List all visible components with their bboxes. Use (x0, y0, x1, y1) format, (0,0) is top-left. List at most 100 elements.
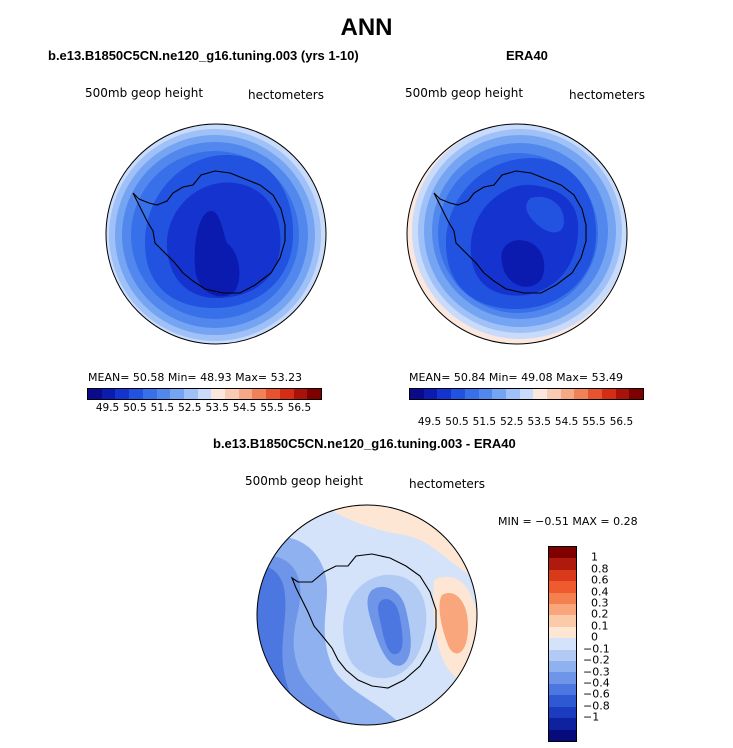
right-map-border (406, 123, 628, 345)
colorbar-swatch (464, 389, 479, 399)
diff-colorbar-labels: 1 0.8 0.6 0.4 0.3 0.2 0.1 0 −0.1 −0.2 −0.3 −0.4 −0.6… (583, 546, 643, 740)
colorbar-label: −1 (583, 710, 600, 724)
colorbar-swatch (547, 389, 561, 399)
colorbar-label: 51.5 (150, 402, 175, 414)
colorbar-label: 49.5 (417, 416, 442, 428)
left-colorbar-labels: 49.5 50.5 51.5 52.5 53.5 54.5 55.5 56.5 (87, 402, 320, 416)
diff-polar-map (256, 504, 478, 726)
colorbar-label: 49.5 (95, 402, 120, 414)
colorbar-swatch (451, 389, 465, 399)
colorbar-swatch (156, 389, 171, 399)
right-variable-label: 500mb geop height (405, 86, 524, 100)
colorbar-label: 53.5 (527, 416, 551, 428)
colorbar-swatch (549, 649, 576, 662)
colorbar-swatch (211, 389, 226, 399)
colorbar-swatch (478, 389, 493, 399)
colorbar-label: 52.5 (178, 402, 202, 414)
colorbar-swatch (197, 389, 212, 399)
colorbar-swatch (101, 389, 116, 399)
colorbar-label: 56.5 (287, 402, 312, 414)
colorbar-label: 0.2 (591, 607, 609, 621)
diff-colorbar (548, 546, 577, 742)
colorbar-swatch (549, 672, 576, 684)
colorbar-swatch (183, 389, 198, 399)
colorbar-label: 50.5 (123, 402, 147, 414)
right-contour-band (526, 196, 564, 233)
colorbar-swatch (549, 683, 576, 696)
diff-variable-label: 500mb geop height (245, 474, 364, 488)
colorbar-swatch (225, 389, 239, 399)
colorbar-swatch (574, 389, 589, 399)
colorbar-swatch (519, 389, 534, 399)
colorbar-swatch (423, 389, 438, 399)
colorbar-label: 55.5 (582, 416, 606, 428)
colorbar-swatch (533, 389, 548, 399)
colorbar-swatch (549, 547, 576, 559)
colorbar-swatch (549, 569, 576, 582)
colorbar-label: −0.3 (583, 665, 610, 679)
colorbar-swatch (549, 558, 576, 570)
colorbar-swatch (549, 661, 576, 673)
colorbar-swatch (588, 389, 602, 399)
right-units-label: hectometers (569, 88, 645, 102)
antarctica-coastline (433, 170, 587, 294)
colorbar-label: 50.5 (445, 416, 469, 428)
right-contour-band (501, 240, 545, 287)
right-polar-map (406, 123, 628, 345)
colorbar-swatch (549, 626, 576, 639)
colorbar-swatch (115, 389, 130, 399)
colorbar-swatch (88, 389, 102, 399)
diff-panel-title: b.e13.B1850C5CN.ne120_g16.tuning.003 - E… (213, 436, 516, 451)
colorbar-swatch (549, 706, 576, 719)
diff-map-border (256, 504, 478, 726)
diff-contour-band (378, 598, 403, 655)
colorbar-label: −0.4 (583, 676, 610, 690)
colorbar-swatch (307, 389, 321, 399)
colorbar-label: 1 (591, 550, 598, 564)
left-colorbar (87, 388, 322, 400)
right-colorbar-labels: 49.5 50.5 51.5 52.5 53.5 54.5 55.5 56.5 (409, 416, 642, 430)
left-stats: MEAN= 50.58 Min= 48.93 Max= 53.23 (88, 371, 303, 384)
colorbar-label: 0.8 (591, 562, 609, 576)
colorbar-swatch (549, 695, 576, 707)
figure-title: ANN (340, 14, 393, 41)
colorbar-swatch (560, 389, 575, 399)
colorbar-swatch (170, 389, 184, 399)
colorbar-label: 0.6 (591, 573, 609, 587)
colorbar-swatch (549, 592, 576, 605)
colorbar-label: 0 (591, 630, 598, 644)
colorbar-swatch (266, 389, 280, 399)
colorbar-swatch (238, 389, 253, 399)
colorbar-swatch (293, 389, 308, 399)
antarctica-coastline (132, 170, 286, 294)
diff-stats: MIN = −0.51 MAX = 0.28 (498, 515, 638, 528)
colorbar-swatch (549, 581, 576, 593)
colorbar-swatch (505, 389, 520, 399)
colorbar-swatch (601, 389, 616, 399)
left-variable-label: 500mb geop height (85, 86, 204, 100)
diff-units-label: hectometers (409, 477, 485, 491)
colorbar-swatch (252, 389, 267, 399)
colorbar-swatch (410, 389, 424, 399)
colorbar-swatch (615, 389, 630, 399)
colorbar-swatch (279, 389, 294, 399)
colorbar-label: 52.5 (500, 416, 524, 428)
colorbar-swatch (492, 389, 506, 399)
colorbar-swatch (129, 389, 143, 399)
right-stats: MEAN= 50.84 Min= 49.08 Max= 53.49 (409, 371, 624, 384)
colorbar-label: 53.5 (205, 402, 229, 414)
colorbar-swatch (549, 729, 576, 741)
colorbar-label: 55.5 (260, 402, 284, 414)
left-contour-band (194, 210, 240, 297)
left-map-border (105, 123, 327, 345)
colorbar-swatch (437, 389, 452, 399)
left-panel-title: b.e13.B1850C5CN.ne120_g16.tuning.003 (yr… (48, 48, 359, 63)
colorbar-label: 0.4 (591, 585, 609, 599)
colorbar-label: 0.1 (591, 619, 609, 633)
colorbar-label: −0.6 (583, 687, 610, 701)
colorbar-swatch (142, 389, 157, 399)
colorbar-swatch (549, 604, 576, 616)
left-units-label: hectometers (248, 88, 324, 102)
colorbar-label: −0.8 (583, 699, 610, 713)
right-colorbar (409, 388, 644, 400)
